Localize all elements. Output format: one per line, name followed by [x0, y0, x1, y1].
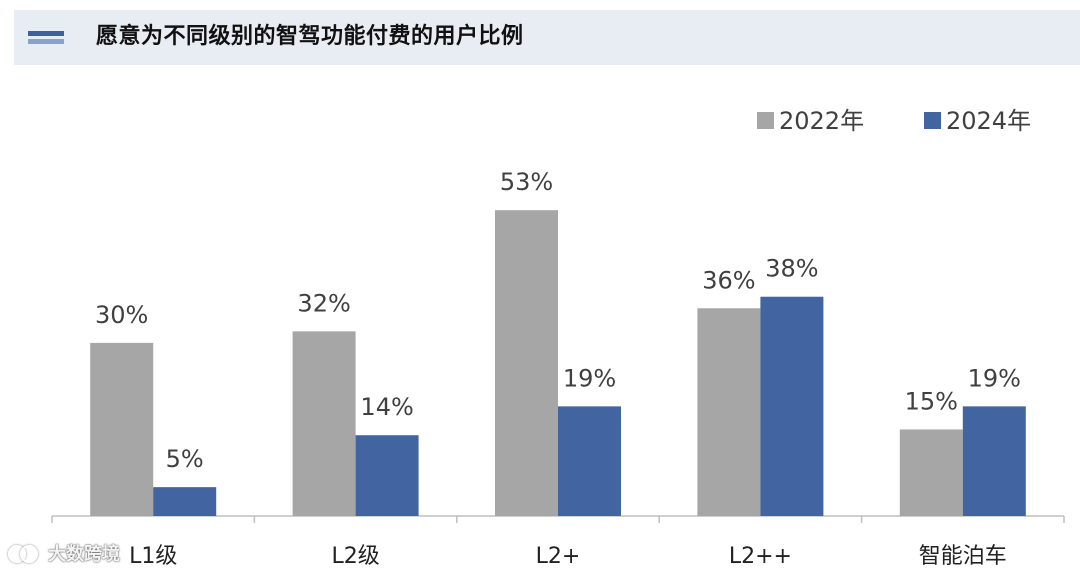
bar-series2 [760, 296, 824, 516]
legend-swatch [757, 112, 774, 129]
data-label: 15% [905, 387, 958, 415]
legend-label: 2022年 [779, 107, 864, 135]
data-label: 53% [500, 168, 553, 196]
chart-title: 愿意为不同级别的智驾功能付费的用户比例 [96, 24, 524, 49]
data-label: 36% [702, 266, 755, 294]
legend-swatch [924, 112, 941, 129]
data-label: 19% [968, 364, 1021, 392]
bar-series2 [558, 406, 621, 516]
data-label: 38% [765, 255, 818, 283]
chart-header: 愿意为不同级别的智驾功能付费的用户比例 [14, 10, 1080, 65]
bar-series2 [153, 487, 217, 516]
bar-series2 [962, 406, 1026, 516]
data-label: 19% [563, 364, 616, 392]
data-label: 14% [360, 393, 413, 421]
bar-series1 [495, 210, 558, 516]
bar-series1 [90, 342, 154, 516]
bar-series1 [697, 308, 761, 516]
x-tick-label: L2+ [536, 544, 581, 569]
bar-series2 [355, 435, 419, 516]
header-accent-icon [28, 31, 64, 45]
data-label: 5% [166, 445, 204, 473]
x-tick-label: L1级 [129, 544, 177, 569]
bar-series1 [899, 429, 963, 516]
bar-series1 [292, 331, 356, 516]
x-tick-label: L2++ [729, 544, 792, 569]
x-tick-label: 智能泊车 [919, 544, 1007, 569]
data-label: 30% [95, 301, 148, 329]
data-label: 32% [297, 289, 350, 317]
x-tick-label: L2级 [331, 544, 379, 569]
legend-label: 2024年 [946, 107, 1031, 135]
